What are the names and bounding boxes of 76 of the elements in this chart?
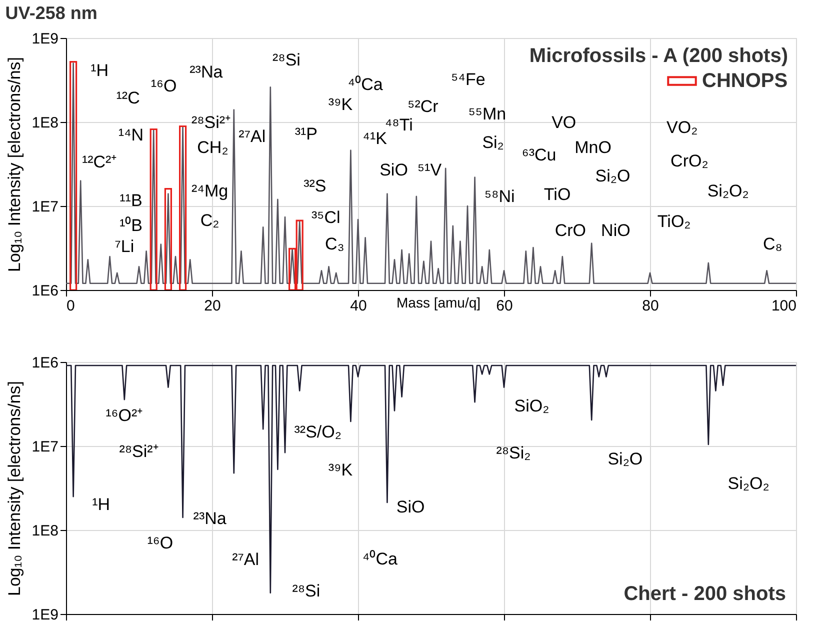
annotation: ⁵¹V [418,160,442,180]
annotation: ²⁸Si₂ [496,444,531,463]
annotation: Si₂O₂ [707,182,749,201]
annotation: ³⁵Cl [311,208,340,227]
x-tick-label: 0 [66,298,75,314]
annotation: VO₂ [666,118,698,137]
annotation: C₈ [762,234,782,254]
annotation: ³¹P [294,124,318,144]
annotation: ⁵⁴Fe [451,70,486,89]
annotation: ¹H [92,494,110,514]
y-tick-label: 1E9 [32,30,58,48]
annotation: NiO [601,221,630,240]
y-tick-label: 1E9 [32,606,58,624]
annotation: ³⁹K [328,460,354,480]
annotation: CrO [554,221,586,240]
annotation: ⁴⁰Ca [362,549,398,568]
annotation: ²⁴Mg [192,182,228,201]
annotation: ²⁸Si [292,581,320,600]
y-tick-label: 1E7 [32,438,58,456]
annotation: ²⁷Al [232,550,260,570]
annotation: Chert - 200 shots [624,583,786,605]
annotation: ²⁸Si²⁺ [119,442,159,461]
annotation: ¹²C²⁺ [82,152,118,172]
y-axis-title: Log₁₀ Intensity [electrons/ns] [4,380,24,596]
annotation: Si₂O₂ [728,474,770,493]
annotation: ¹⁶O²⁺ [106,406,144,425]
x-tick-label: 40 [350,298,367,314]
annotation: ²³Na [193,509,227,528]
annotation: ⁵⁵Mn [468,104,506,124]
annotation: ²⁸Si [272,50,300,70]
annotation: ⁵²Cr [408,96,439,116]
y-tick-label: 1E8 [32,114,58,132]
annotation: ⁷Li [114,237,134,256]
annotation: CH₂ [197,138,228,158]
annotation: ²³Na [190,62,224,82]
annotation: ¹⁴N [118,125,144,144]
x-tick-label: 100 [771,298,796,314]
annotation: ³²S [304,176,326,196]
annotation: TiO [544,185,571,204]
annotation: MnO [574,138,612,158]
y-tick-label: 1E7 [32,198,58,216]
annotation: SiO [380,160,408,180]
annotation: ⁴⁰Ca [348,75,384,94]
annotation: ⁶³Cu [522,146,556,165]
y-axis-title: Log₁₀ Intensity [electrons/ns] [4,56,24,272]
x-tick-label: 20 [204,298,221,314]
annotation: Si₂O [608,449,643,468]
annotation: Si₂O [595,166,630,186]
y-tick-label: 1E6 [32,282,58,300]
annotation: ⁵⁸Ni [484,186,515,206]
annotation: ³²S/O₂ [294,422,342,442]
annotation: ²⁸Si²⁺ [191,112,232,132]
annotation: VO [552,112,576,132]
annotation: ²⁷Al [238,127,266,146]
legend-label: CHNOPS [702,70,788,92]
legend-title: Microfossils - A (200 shots) [529,45,788,67]
annotation: CrO₂ [670,151,708,170]
y-tick-label: 1E8 [32,522,58,540]
annotation: ¹⁶O [150,76,177,96]
x-axis-title: Mass [amu/q] [396,294,481,310]
annotation: Si₂ [482,133,504,152]
annotation: ¹⁶O [147,533,174,552]
annotation: ¹¹B [120,190,142,210]
annotation: C₂ [200,211,220,230]
y-tick-label: 1E6 [32,354,58,372]
x-tick-label: 80 [642,298,659,314]
x-tick-label: 60 [496,298,513,314]
annotation: ¹H [90,60,109,80]
annotation: SiO [396,497,425,516]
chart-title: UV-258 nm [5,3,98,23]
annotation: SiO₂ [514,396,550,416]
annotation: ¹²C [116,88,140,108]
annotation: TiO₂ [657,212,691,231]
annotation: C₃ [325,234,344,254]
annotation: ³⁹K [328,95,354,114]
annotation: ¹⁰B [119,216,142,236]
